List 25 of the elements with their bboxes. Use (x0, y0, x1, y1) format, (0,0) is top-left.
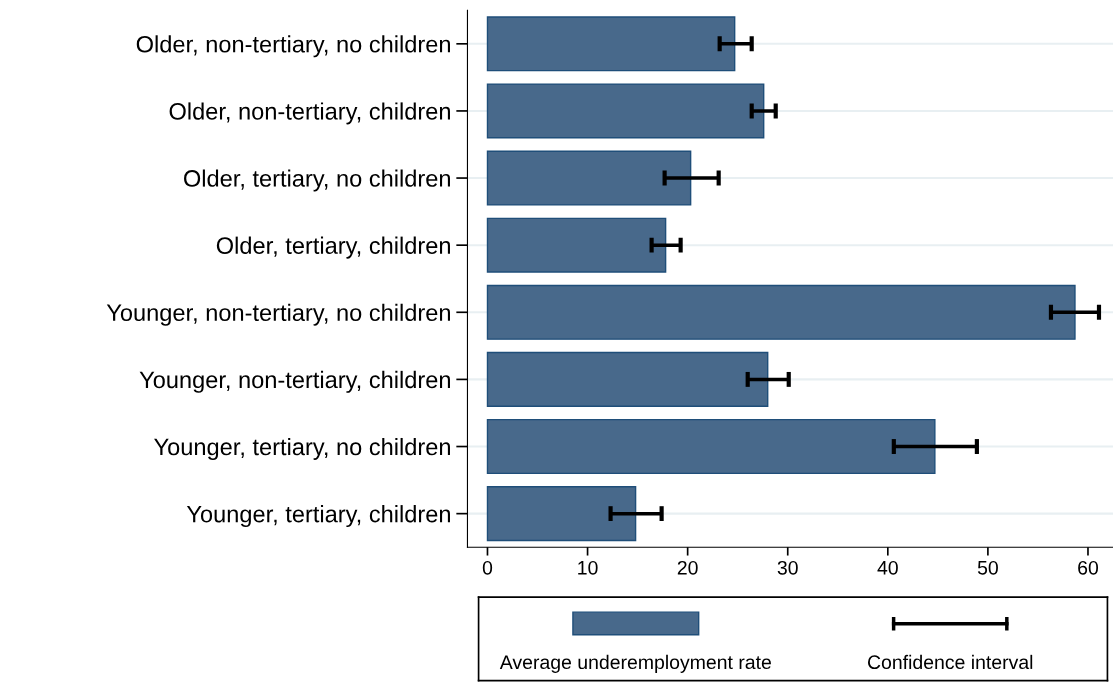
x-tick-label: 60 (1078, 560, 1099, 575)
x-tick-label: 10 (578, 560, 598, 575)
x-tick-label: 0 (482, 560, 493, 575)
bar (486, 83, 765, 139)
y-tick-label: Older, non-tertiary, no children (136, 35, 450, 58)
x-tick-label: 50 (977, 560, 998, 575)
bar (486, 16, 736, 72)
bar (486, 486, 637, 542)
y-tick-label: Younger, tertiary, children (186, 505, 450, 528)
x-tick-label: 40 (877, 560, 898, 575)
bar (486, 150, 692, 206)
y-tick-label: Older, non-tertiary, children (169, 102, 450, 125)
bar (486, 217, 667, 273)
y-tick-label: Older, tertiary, children (216, 236, 450, 259)
text: Confidence interval (867, 654, 1033, 670)
text: Average underemployment rate (499, 654, 771, 673)
x-tick-label: 30 (777, 560, 798, 575)
x-tick-label: 20 (677, 560, 698, 575)
y-tick-label: Older, tertiary, no children (184, 169, 450, 192)
y-tick-label: Younger, tertiary, no children (154, 437, 450, 460)
y-tick-label: Younger, non-tertiary, children (139, 370, 450, 393)
y-tick-label: Younger, non-tertiary, no children (106, 303, 450, 326)
bar (486, 284, 1076, 340)
bar (486, 418, 936, 475)
bar (486, 351, 769, 407)
